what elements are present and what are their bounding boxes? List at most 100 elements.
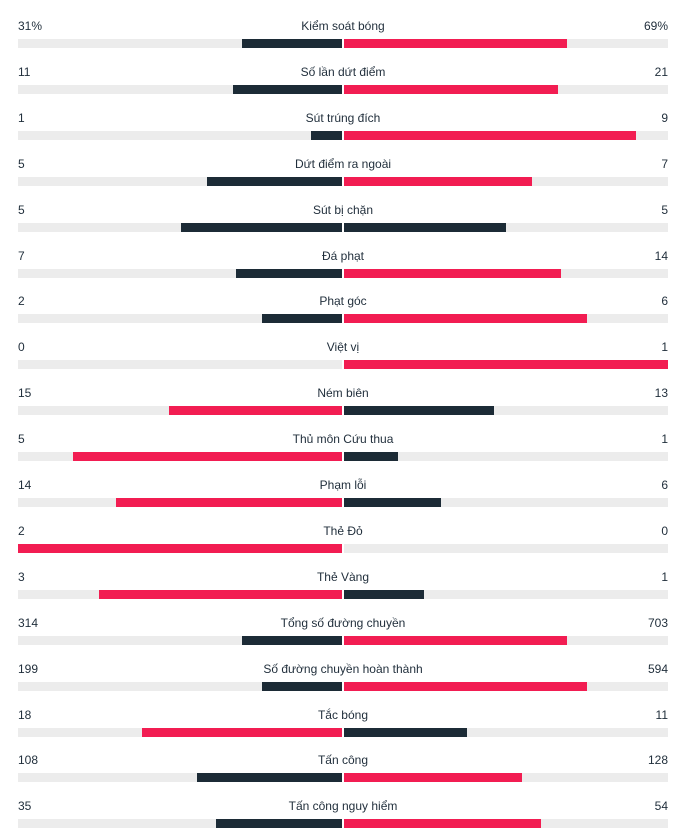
home-value: 31% <box>18 19 43 33</box>
stat-row: 5 Dứt điểm ra ngoài 7 <box>18 156 668 196</box>
away-value: 594 <box>647 661 668 676</box>
home-value: 3 <box>18 569 25 584</box>
stat-row: 31% Kiểm soát bóng 69% <box>18 18 668 58</box>
bar-divider <box>342 543 344 553</box>
home-bar-track <box>18 727 343 737</box>
bar-divider <box>342 176 344 186</box>
stat-row: 2 Phạt góc 6 <box>18 293 668 333</box>
home-bar-track <box>18 314 343 324</box>
bar-divider <box>342 130 344 140</box>
away-value: 1 <box>661 432 668 447</box>
home-bar-fill <box>18 543 343 553</box>
away-bar-track <box>343 819 668 829</box>
stat-label: Tổng số đường chuyền <box>280 615 406 630</box>
bar-divider <box>342 635 344 645</box>
home-value: 11 <box>18 64 31 79</box>
home-bar-fill <box>99 589 343 599</box>
bar-divider <box>342 360 344 370</box>
stat-row: 314 Tổng số đường chuyền 703 <box>18 615 668 655</box>
stat-row: 2 Thẻ Đỏ 0 <box>18 523 668 563</box>
bar-divider <box>342 314 344 324</box>
away-value: 1 <box>661 340 668 355</box>
away-bar-fill <box>343 773 522 783</box>
away-bar-track <box>343 589 668 599</box>
away-bar-track <box>343 84 668 94</box>
away-bar-track <box>343 452 668 462</box>
home-value: 14 <box>18 478 32 492</box>
away-value: 5 <box>661 202 668 217</box>
home-bar-fill <box>115 498 343 507</box>
stat-row: 18 Tắc bóng 11 <box>18 707 668 747</box>
away-bar-track <box>343 176 668 186</box>
home-value: 18 <box>18 707 32 722</box>
home-bar-track <box>18 176 343 186</box>
home-bar-track <box>18 39 343 48</box>
away-bar-track <box>343 130 668 140</box>
stat-label: Dứt điểm ra ngoài <box>294 156 392 171</box>
home-bar-track <box>18 635 343 645</box>
home-bar-track <box>18 452 343 462</box>
away-bar-fill <box>343 498 441 507</box>
home-bar-fill <box>206 176 343 186</box>
home-bar-fill <box>261 314 343 324</box>
bar-divider <box>342 773 344 783</box>
stat-row: 11 Số lần dứt điểm 21 <box>18 64 668 104</box>
home-value: 5 <box>18 202 25 217</box>
stat-label: Tắc bóng <box>317 707 369 722</box>
bar-divider <box>342 452 344 462</box>
home-bar-track <box>18 222 343 232</box>
away-bar-fill <box>343 314 587 324</box>
stat-label: Số đường chuyền hoàn thành <box>263 661 423 676</box>
away-bar-track <box>343 727 668 737</box>
away-bar-track <box>343 773 668 783</box>
stat-row: 1 Sút trúng đích 9 <box>18 110 668 150</box>
stat-row: 3 Thẻ Vàng 1 <box>18 569 668 609</box>
away-bar-track <box>343 268 668 278</box>
away-bar-fill <box>343 360 668 370</box>
home-bar-fill <box>232 84 343 94</box>
home-bar-fill <box>141 727 343 737</box>
home-bar-fill <box>169 406 343 416</box>
away-bar-track <box>343 360 668 370</box>
stat-label: Kiểm soát bóng <box>301 19 385 33</box>
home-bar-fill <box>73 452 343 462</box>
away-bar-track <box>343 681 668 691</box>
home-bar-fill <box>196 773 343 783</box>
bar-divider <box>342 819 344 829</box>
away-bar-fill <box>343 452 399 462</box>
stat-label: Tấn công nguy hiểm <box>288 799 398 814</box>
stat-label: Thẻ Vàng <box>316 569 370 584</box>
away-value: 11 <box>655 707 668 722</box>
home-bar-track <box>18 130 343 140</box>
home-bar-track <box>18 681 343 691</box>
home-bar-track <box>18 406 343 416</box>
home-bar-track <box>18 773 343 783</box>
away-bar-fill <box>343 681 587 691</box>
away-value: 128 <box>647 753 668 768</box>
away-bar-fill <box>343 589 425 599</box>
away-bar-track <box>343 498 668 507</box>
home-bar-track <box>18 819 343 829</box>
away-value: 1 <box>661 569 668 584</box>
bar-divider <box>342 268 344 278</box>
away-value: 6 <box>661 478 668 492</box>
bar-divider <box>342 406 344 416</box>
home-bar-fill <box>180 222 343 232</box>
away-bar-fill <box>343 39 568 48</box>
home-value: 7 <box>18 248 25 263</box>
bar-divider <box>342 589 344 599</box>
stat-label: Thủ môn Cứu thua <box>292 432 394 447</box>
away-bar-track <box>343 635 668 645</box>
home-value: 0 <box>18 340 25 355</box>
bar-divider <box>342 681 344 691</box>
home-bar-track <box>18 84 343 94</box>
away-bar-track <box>343 543 668 553</box>
home-bar-track <box>18 589 343 599</box>
away-bar-fill <box>343 176 532 186</box>
stat-label: Số lần dứt điểm <box>300 64 386 79</box>
home-value: 15 <box>18 386 32 401</box>
stat-label: Ném biên <box>317 386 369 401</box>
home-value: 2 <box>18 523 25 538</box>
home-bar-fill <box>235 268 343 278</box>
